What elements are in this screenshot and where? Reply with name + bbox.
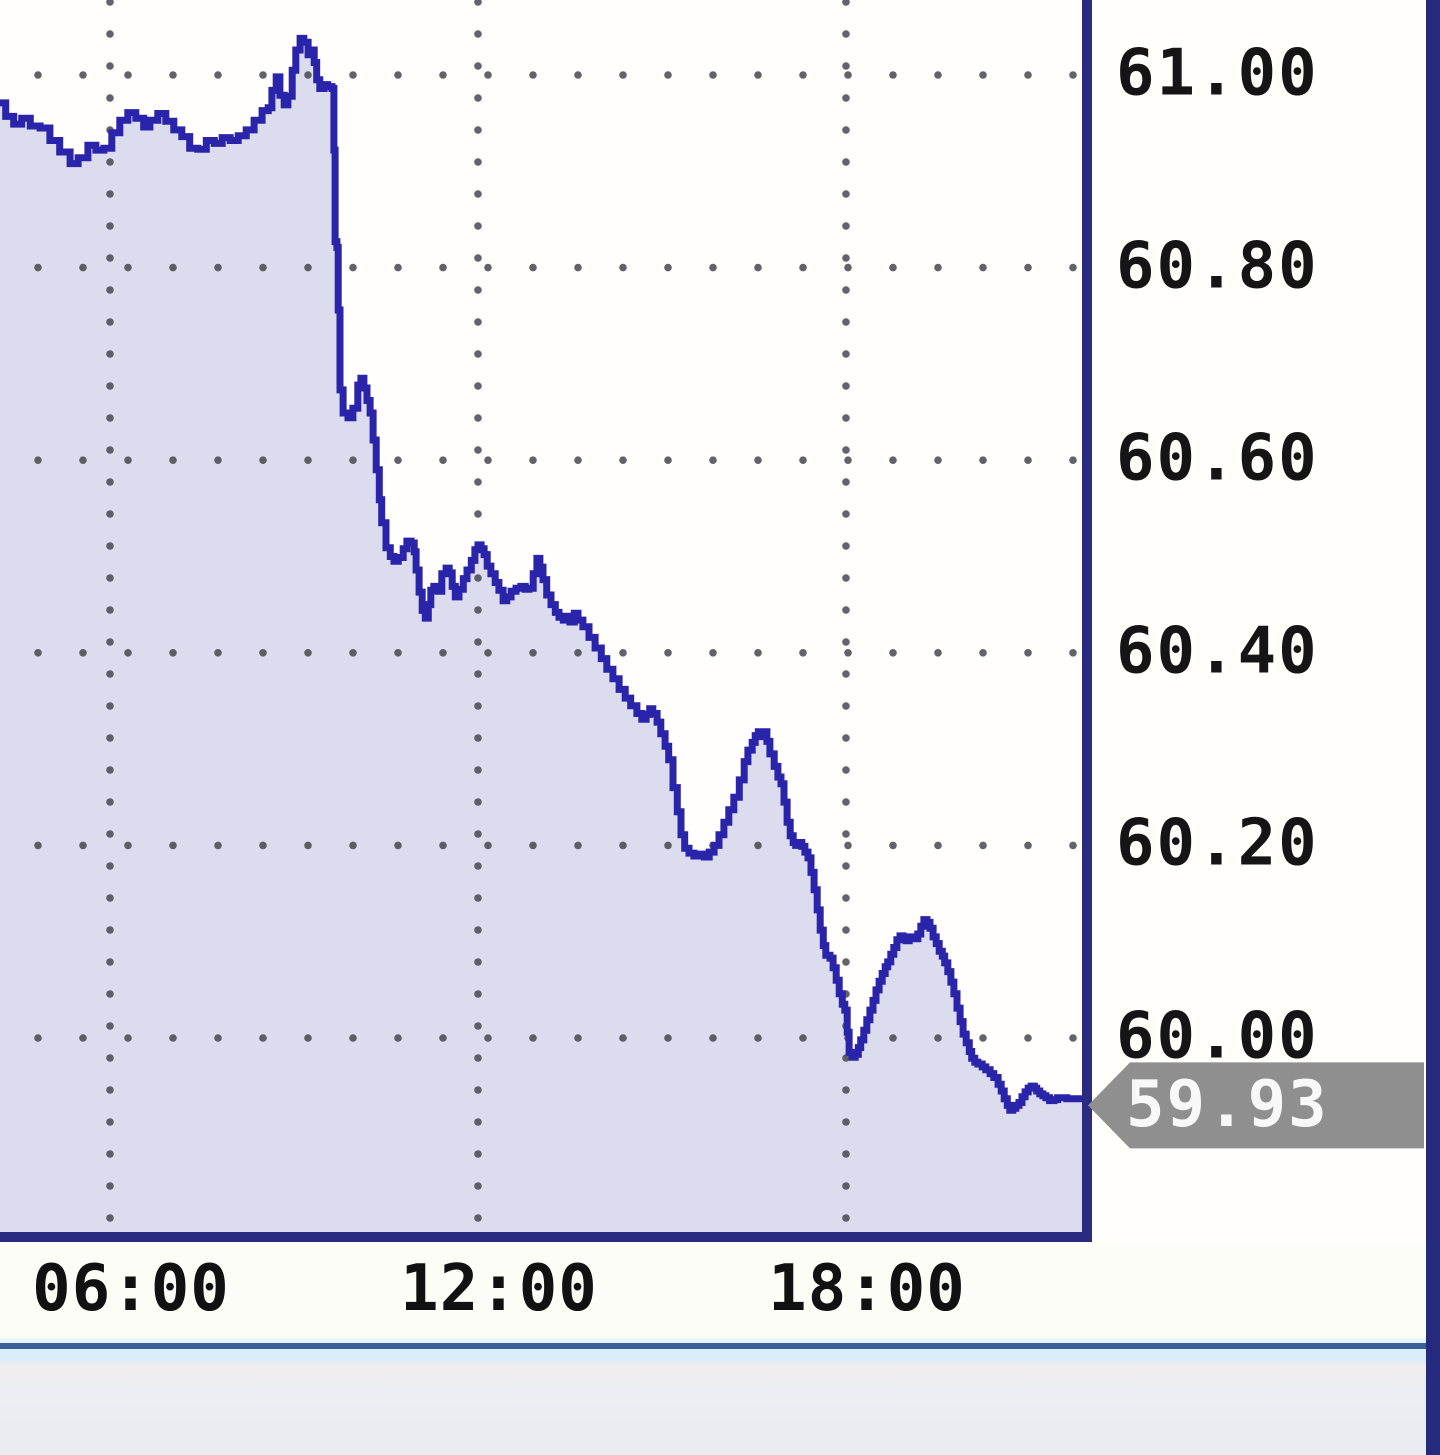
y-axis-tick-label: 60.20 xyxy=(1116,806,1319,881)
plot-area-background xyxy=(0,0,1082,1232)
x-axis-tick-label: 06:00 xyxy=(32,1252,230,1326)
footer-light-rule xyxy=(0,1338,1428,1343)
chart-right-border xyxy=(1082,0,1092,1242)
widget-right-border xyxy=(1426,0,1440,1455)
y-axis-tick-label: 60.00 xyxy=(1116,999,1319,1074)
y-axis-tick-label: 61.00 xyxy=(1116,36,1319,111)
x-axis-tick-label: 18:00 xyxy=(768,1252,966,1326)
footer-area xyxy=(0,1349,1428,1455)
y-axis-panel xyxy=(1092,0,1428,1242)
x-axis-tick-label: 12:00 xyxy=(400,1252,598,1326)
chart-bottom-border xyxy=(0,1232,1092,1242)
x-axis-strip xyxy=(0,1242,1428,1338)
footer-steel-rule xyxy=(0,1343,1428,1349)
y-axis-tick-label: 60.60 xyxy=(1116,421,1319,496)
last-price-label: 59.93 xyxy=(1126,1068,1329,1143)
y-axis-tick-label: 60.80 xyxy=(1116,229,1319,304)
y-axis-tick-label: 60.40 xyxy=(1116,614,1319,689)
